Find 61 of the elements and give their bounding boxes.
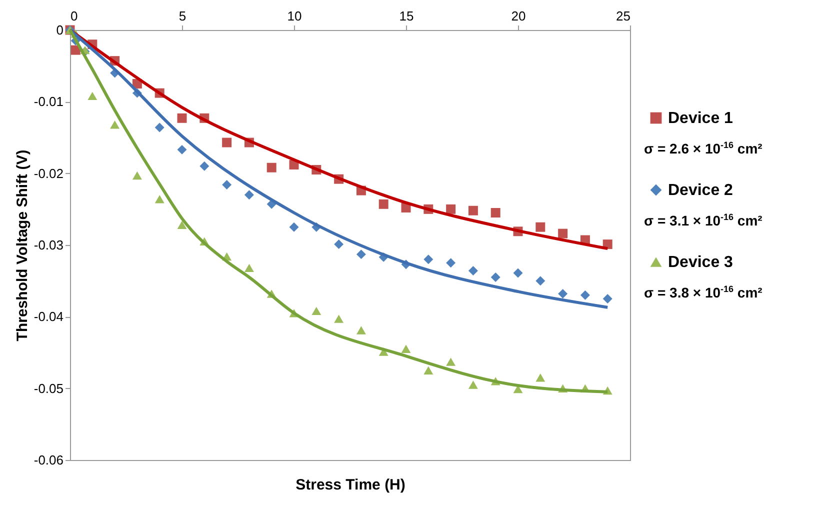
x-tick-label: 0 <box>70 8 78 24</box>
point <box>378 199 388 209</box>
point <box>558 228 568 238</box>
x-tick-label: 20 <box>511 8 526 24</box>
y-tick-label: -0.03 <box>34 238 64 252</box>
point <box>154 122 164 132</box>
y-tick-label: -0.06 <box>34 452 64 468</box>
point <box>468 380 478 389</box>
point <box>424 366 434 375</box>
legend-label: Device 3 <box>668 254 734 271</box>
text: σ = 2.6 × 10$^{-16}$ cm² <box>644 140 762 157</box>
legend-label: Device 1 <box>668 110 734 127</box>
point <box>468 206 478 216</box>
point <box>334 240 344 250</box>
point <box>200 161 210 171</box>
point <box>536 222 546 232</box>
point <box>446 358 456 366</box>
point <box>513 268 523 278</box>
point <box>177 144 187 154</box>
point <box>490 208 500 218</box>
y-tick-label: -0.05 <box>34 380 64 396</box>
point <box>132 171 142 180</box>
legend-label: Device 2 <box>668 182 734 199</box>
point <box>222 180 232 190</box>
point <box>356 250 366 260</box>
point <box>312 306 322 316</box>
point <box>244 264 254 272</box>
point <box>401 344 411 354</box>
point <box>446 258 456 268</box>
point <box>602 294 612 304</box>
point <box>222 138 232 148</box>
point <box>490 272 500 282</box>
y-tick-label: -0.04 <box>34 309 64 324</box>
point <box>266 162 276 172</box>
point <box>88 92 98 100</box>
x-tick-label: 25 <box>616 8 630 24</box>
x-tick-label: 10 <box>287 8 302 24</box>
x-axis-title: Stress Time (H) <box>296 476 406 494</box>
point <box>356 326 366 334</box>
point <box>424 254 434 264</box>
point <box>468 266 478 276</box>
y-tick-label: -0.02 <box>34 166 64 181</box>
x-tick-label: 5 <box>178 8 186 24</box>
y-tick-label: 0 <box>56 22 64 38</box>
text: σ = 3.8 × 10$^{-16}$ cm² <box>644 284 762 301</box>
point <box>244 190 254 200</box>
point <box>177 220 187 230</box>
point <box>536 373 546 382</box>
x-tick-label: 15 <box>399 8 414 24</box>
point <box>154 195 164 204</box>
point <box>334 314 344 323</box>
point <box>536 276 546 286</box>
point <box>177 113 187 123</box>
point <box>289 222 299 232</box>
point <box>110 120 120 129</box>
point <box>446 204 456 214</box>
point <box>558 288 568 298</box>
point <box>580 290 590 300</box>
y-tick-label: -0.01 <box>34 94 64 110</box>
y-axis-title: Threshold Voltage Shift (V) <box>14 150 31 342</box>
text: σ = 3.1 × 10$^{-16}$ cm² <box>644 212 762 229</box>
